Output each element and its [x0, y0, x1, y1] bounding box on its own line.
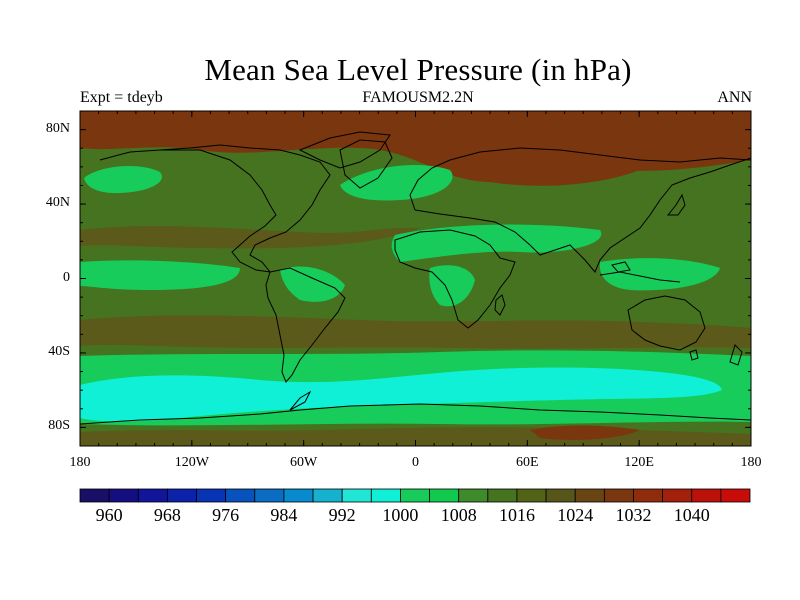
colorbar-swatch — [691, 488, 722, 503]
colorbar-swatch — [400, 488, 430, 503]
colorbar-swatch — [574, 488, 605, 503]
colorbar-label: 960 — [95, 505, 123, 525]
lon-tick-label: 120W — [174, 455, 209, 470]
colorbar-swatch — [225, 488, 256, 503]
tick-marks — [79, 111, 752, 446]
colorbar-label: 992 — [328, 505, 356, 525]
model-label: FAMOUSM2.2N — [362, 89, 474, 106]
colorbar-swatch — [458, 488, 489, 503]
lat-tick-label: 80S — [48, 418, 70, 434]
lon-tick-label: 60E — [516, 455, 539, 470]
lon-tick-label: 180 — [740, 455, 762, 470]
pressure-field — [80, 111, 751, 446]
colorbar-swatch — [662, 488, 693, 503]
colorbar-swatch — [196, 488, 227, 503]
lon-tick-label: 120E — [624, 455, 654, 470]
colorbar-swatch — [516, 488, 547, 503]
lon-tick-label: 180 — [69, 455, 91, 470]
colorbar-label: 1016 — [498, 505, 535, 525]
lat-tick-label: 80N — [45, 120, 70, 136]
colorbar-swatch — [312, 488, 343, 503]
colorbar-label: 1032 — [615, 505, 652, 525]
colorbar-label: 1024 — [557, 505, 594, 525]
colorbar-swatch — [603, 488, 634, 503]
colorbar-swatch — [633, 488, 664, 503]
colorbar-swatch — [137, 488, 168, 503]
colorbar-label: 1008 — [440, 505, 477, 525]
colorbar-swatch — [429, 488, 460, 503]
lon-tick-label: 60W — [290, 455, 318, 470]
lat-tick-label: 0 — [63, 269, 70, 285]
lat-tick-label: 40S — [48, 343, 70, 359]
colorbar — [79, 488, 751, 503]
colorbar-swatch — [341, 488, 372, 503]
colorbar-swatch — [545, 488, 576, 503]
lon-tick-label: 0 — [412, 455, 419, 470]
colorbar-label: 1040 — [673, 505, 710, 525]
map-title: Mean Sea Level Pressure (in hPa) — [204, 52, 632, 87]
colorbar-swatch — [108, 488, 139, 503]
colorbar-label: 984 — [270, 505, 298, 525]
colorbar-label: 1000 — [382, 505, 419, 525]
colorbar-swatch — [370, 488, 401, 503]
colorbar-swatch — [487, 488, 518, 503]
colorbar-swatch — [79, 488, 110, 503]
coastlines — [80, 131, 751, 425]
colorbar-swatch — [254, 488, 285, 503]
colorbar-swatch — [166, 488, 197, 503]
colorbar-label: 968 — [153, 505, 181, 525]
colorbar-swatch — [720, 488, 751, 503]
colorbar-label: 976 — [212, 505, 240, 525]
season-label: ANN — [717, 89, 752, 106]
experiment-label: Expt = tdeyb — [80, 89, 163, 106]
lat-tick-label: 40N — [45, 195, 70, 211]
colorbar-swatch — [283, 488, 314, 503]
